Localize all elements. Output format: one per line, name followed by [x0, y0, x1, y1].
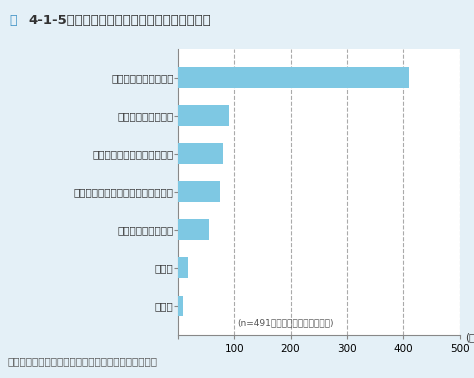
Text: 徒歩、自転車を使う: 徒歩、自転車を使う [118, 225, 173, 235]
Text: その他: その他 [155, 263, 173, 273]
Text: 車を必要な時だけ使う: 車を必要な時だけ使う [111, 73, 173, 83]
Text: 資料：公益財団法人交通エコロジー・モビリティ財団: 資料：公益財団法人交通エコロジー・モビリティ財団 [7, 356, 157, 366]
Bar [178, 105, 228, 126]
Text: (n=491、最大二つまで複数回答): (n=491、最大二つまで複数回答) [237, 319, 334, 328]
Text: 無回答: 無回答 [155, 301, 173, 311]
Text: (世帯): (世帯) [465, 333, 474, 342]
Bar [178, 181, 220, 202]
Bar [178, 143, 223, 164]
Bar [178, 296, 183, 316]
Text: ハイブリッド車や電気自動車を使う: ハイブリッド車や電気自動車を使う [73, 187, 173, 197]
Text: 公共交通機関を使う: 公共交通機関を使う [118, 111, 173, 121]
Bar [178, 257, 188, 279]
Bar [178, 219, 209, 240]
Bar [178, 67, 409, 88]
Text: 用途に応じ小さめの車を使う: 用途に応じ小さめの車を使う [92, 149, 173, 159]
Text: 図: 図 [9, 14, 17, 27]
Text: 4-1-5　カーシェアリング加入による意識変化: 4-1-5 カーシェアリング加入による意識変化 [28, 14, 211, 27]
